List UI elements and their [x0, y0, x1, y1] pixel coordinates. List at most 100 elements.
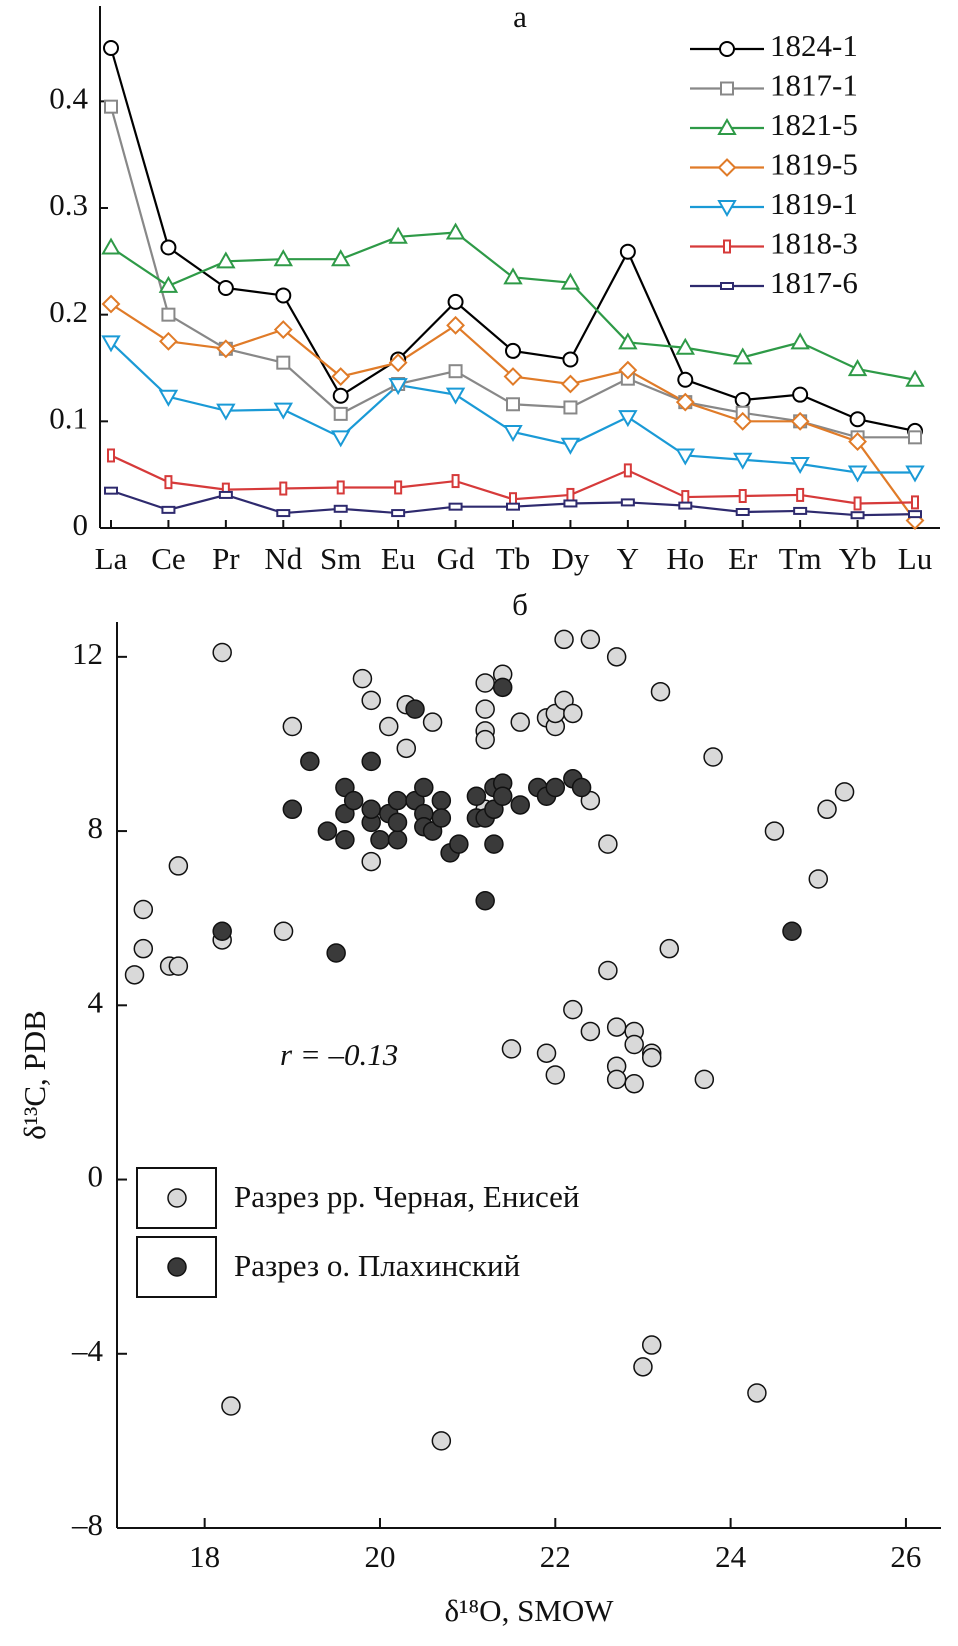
point [694, 1069, 715, 1090]
legend-marker [167, 1257, 187, 1277]
point [124, 965, 145, 985]
point [431, 1431, 452, 1451]
marker [623, 463, 632, 478]
marker [446, 315, 465, 335]
point [466, 786, 487, 806]
marker [336, 480, 345, 495]
marker [218, 490, 233, 499]
marker [853, 496, 862, 511]
marker [796, 487, 805, 502]
marker [908, 430, 922, 445]
marker [561, 374, 580, 394]
x-tick-label: Pr [212, 541, 240, 576]
point [361, 690, 381, 711]
marker [790, 457, 810, 475]
y-axis-label: δ¹³C, PDB [17, 1010, 52, 1140]
y-tick-label: 0 [73, 507, 89, 542]
marker [566, 487, 575, 502]
marker [505, 342, 521, 359]
point [501, 1039, 522, 1059]
chart-title: б [512, 587, 528, 622]
marker [330, 430, 351, 448]
point [326, 943, 346, 963]
point [659, 938, 680, 959]
marker [333, 406, 348, 421]
marker [388, 353, 408, 373]
marker [101, 294, 121, 314]
point [492, 786, 513, 806]
point [536, 1043, 557, 1063]
marker [850, 511, 865, 520]
marker [331, 367, 351, 386]
legend-label: Разрез рр. Черная, Енисей [234, 1179, 580, 1214]
marker [104, 99, 118, 114]
marker [678, 501, 693, 510]
marker [732, 347, 753, 365]
x-tick-label: Gd [437, 541, 475, 576]
x-tick-label: Eu [381, 541, 415, 576]
point [414, 777, 434, 798]
point [650, 681, 671, 702]
point [475, 673, 495, 693]
marker [619, 243, 636, 260]
legend-label: 1818-3 [770, 226, 858, 261]
marker [675, 448, 696, 466]
point [378, 716, 399, 737]
point [387, 790, 408, 811]
marker [164, 475, 173, 490]
point [817, 799, 837, 820]
marker [445, 387, 466, 405]
marker [562, 351, 579, 368]
marker [448, 364, 463, 379]
marker [216, 251, 236, 269]
marker [104, 486, 118, 495]
marker [448, 502, 463, 511]
y-tick-label: 0.1 [49, 400, 88, 435]
marker [276, 355, 291, 370]
point [624, 1073, 644, 1094]
marker [905, 369, 925, 387]
marker [273, 402, 294, 420]
chart-title: а [513, 0, 527, 34]
marker [445, 222, 466, 240]
x-tick-label: Lu [898, 541, 932, 576]
point [782, 921, 802, 942]
x-tick-label: 26 [890, 1539, 921, 1574]
point [703, 747, 723, 767]
x-tick-label: La [95, 541, 128, 576]
y-tick-label: 0.4 [49, 80, 88, 115]
marker [217, 280, 234, 296]
marker [905, 465, 925, 483]
point [834, 782, 855, 802]
marker [216, 339, 236, 359]
marker [388, 378, 408, 396]
marker [107, 448, 115, 463]
marker [735, 508, 750, 516]
marker [388, 226, 408, 244]
marker [790, 411, 810, 431]
marker [848, 432, 867, 452]
marker [273, 320, 293, 340]
point [133, 938, 154, 959]
marker [717, 200, 737, 218]
marker [101, 237, 121, 255]
point [422, 712, 443, 732]
point [624, 1034, 644, 1055]
marker [161, 307, 176, 322]
legend-label: 1824-1 [770, 28, 858, 63]
point [571, 777, 592, 798]
marker [275, 287, 292, 304]
marker [273, 249, 294, 267]
marker [160, 239, 177, 256]
point [361, 851, 381, 872]
x-tick-label: 20 [364, 1539, 395, 1574]
marker [503, 425, 523, 443]
marker [719, 41, 735, 57]
marker [675, 337, 696, 355]
marker [333, 504, 348, 513]
point [641, 1047, 662, 1068]
marker [847, 359, 868, 377]
marker [849, 411, 866, 428]
marker [733, 411, 753, 431]
point [764, 821, 785, 841]
